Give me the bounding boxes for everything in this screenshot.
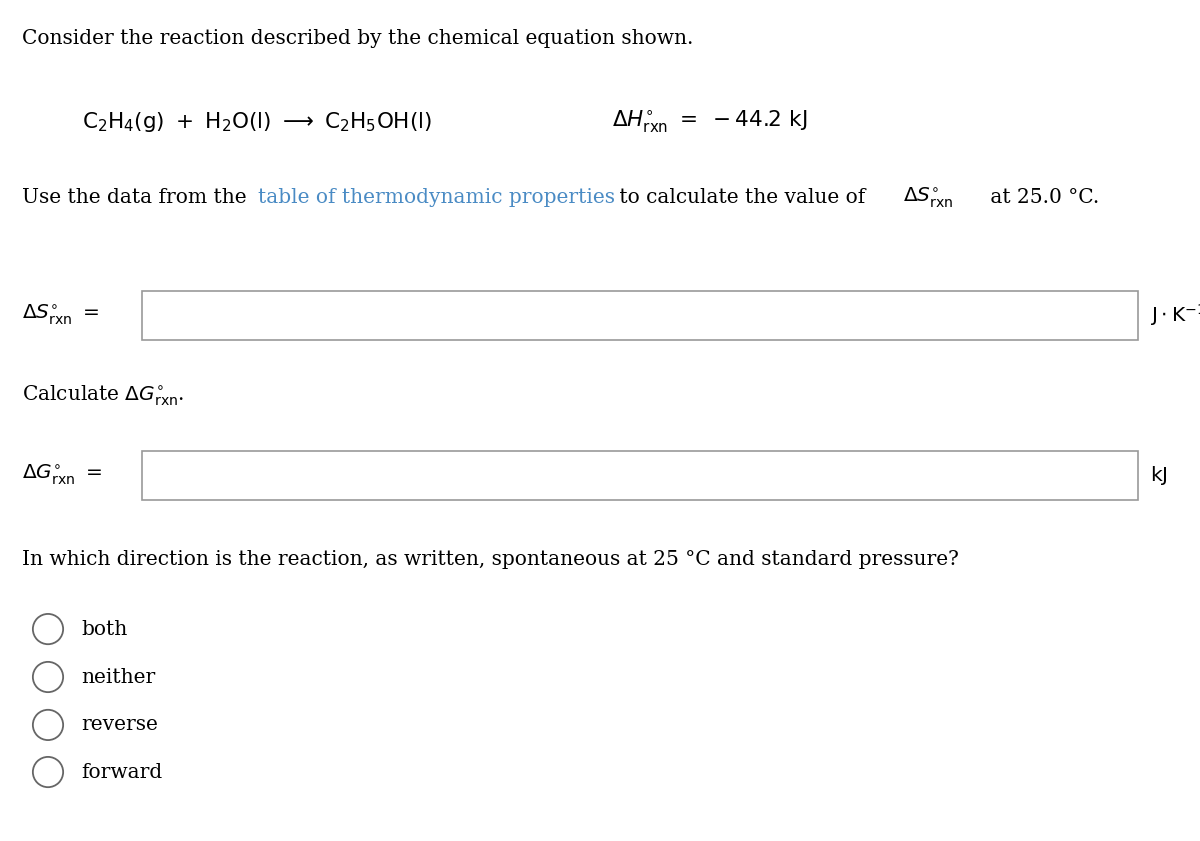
Text: $\mathrm{kJ}$: $\mathrm{kJ}$ <box>1150 463 1168 487</box>
Text: $\Delta G^{\circ}_{\mathrm{rxn}}\ =$: $\Delta G^{\circ}_{\mathrm{rxn}}\ =$ <box>22 463 102 487</box>
Text: $\Delta H^{\circ}_{\mathrm{rxn}}\ =\ -44.2\ \mathrm{kJ}$: $\Delta H^{\circ}_{\mathrm{rxn}}\ =\ -44… <box>612 108 808 135</box>
Text: at 25.0 °C.: at 25.0 °C. <box>984 188 1099 207</box>
Text: $\Delta S^{\circ}_{\mathrm{rxn}}$: $\Delta S^{\circ}_{\mathrm{rxn}}$ <box>902 186 953 209</box>
Text: Calculate $\Delta G^{\circ}_{\mathrm{rxn}}$.: Calculate $\Delta G^{\circ}_{\mathrm{rxn… <box>22 383 184 408</box>
Text: reverse: reverse <box>82 716 158 734</box>
Text: table of thermodynamic properties: table of thermodynamic properties <box>258 188 614 207</box>
Ellipse shape <box>32 757 64 787</box>
Text: In which direction is the reaction, as written, spontaneous at 25 °C and standar: In which direction is the reaction, as w… <box>22 550 959 569</box>
Ellipse shape <box>32 662 64 692</box>
Text: $\mathrm{C_2H_4(g)\ +\ H_2O(l)\ \longrightarrow\ C_2H_5OH(l)}$: $\mathrm{C_2H_4(g)\ +\ H_2O(l)\ \longrig… <box>82 110 432 134</box>
Text: forward: forward <box>82 763 163 781</box>
Ellipse shape <box>32 614 64 644</box>
Ellipse shape <box>32 710 64 740</box>
Text: to calculate the value of: to calculate the value of <box>612 188 871 207</box>
Text: Use the data from the: Use the data from the <box>22 188 253 207</box>
FancyBboxPatch shape <box>142 451 1138 500</box>
Text: $\Delta S^{\circ}_{\mathrm{rxn}}\ =$: $\Delta S^{\circ}_{\mathrm{rxn}}\ =$ <box>22 304 98 327</box>
FancyBboxPatch shape <box>142 291 1138 340</box>
Text: neither: neither <box>82 668 156 686</box>
Text: both: both <box>82 620 128 638</box>
Text: $\mathrm{J \cdot K^{-1}}$: $\mathrm{J \cdot K^{-1}}$ <box>1150 303 1200 328</box>
Text: Consider the reaction described by the chemical equation shown.: Consider the reaction described by the c… <box>22 29 692 49</box>
